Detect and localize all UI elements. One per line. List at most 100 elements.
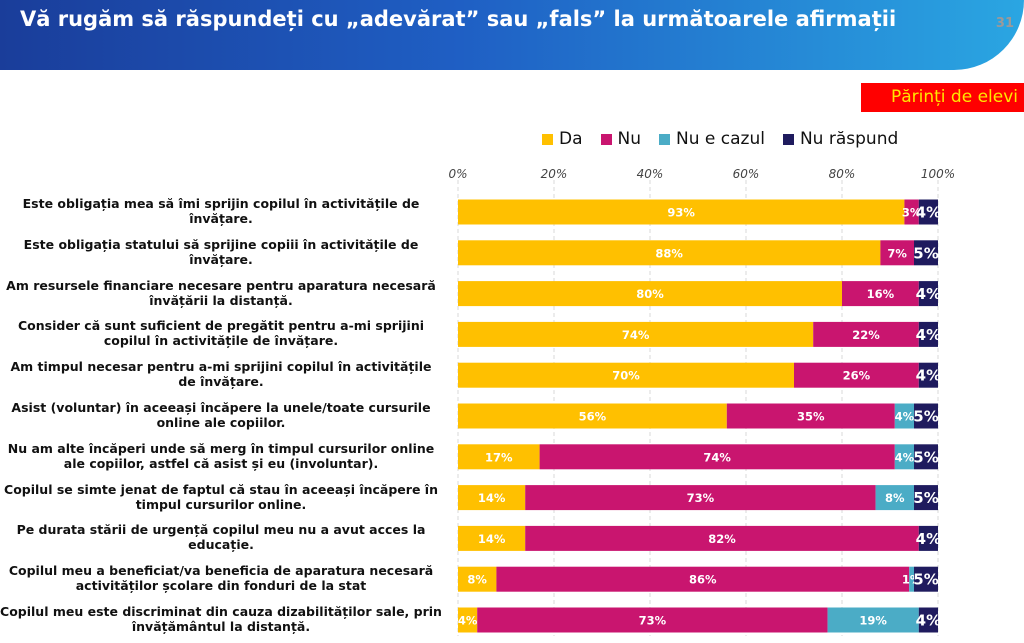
data-label: 22% [852,328,880,342]
data-label: 35% [797,410,825,424]
data-label: 73% [687,491,715,505]
data-label: 82% [708,532,736,546]
bar-segment [918,362,938,388]
bar-segment [458,362,794,388]
category-label: Asist (voluntar) în aceeași încăpere la … [11,400,431,430]
data-label: 14% [478,491,506,505]
data-label: 5% [913,448,938,466]
bar-segment [458,403,727,429]
data-label: 4% [916,285,941,303]
x-tick-label: 20% [541,167,568,181]
legend-swatch-nu-raspund [782,133,794,145]
data-label: 4% [916,367,941,385]
bar-segment [458,240,881,266]
bar-segment [914,240,938,266]
data-label: 8% [467,573,487,587]
audience-badge: Părinți de elevi [861,83,1024,112]
data-label: 4% [916,326,941,344]
data-label: 4% [916,612,941,630]
bar-segment [539,444,895,470]
page-number: 31 [995,16,1014,31]
data-label: 4% [916,204,941,222]
legend-item-nu: Nu [600,129,642,149]
category-label: Copilul se simte jenat de faptul că stau… [4,481,438,512]
bar-segment [458,566,497,592]
data-label: 73% [639,614,667,628]
bar-segment [794,362,919,388]
data-label: 56% [579,410,607,424]
bar-segment [918,281,938,307]
data-label: 4% [916,530,941,548]
data-label: 8% [885,491,905,505]
bar-segment [914,444,938,470]
data-label: 14% [478,532,506,546]
category-label: Am timpul necesar pentru a-mi sprijini c… [10,359,432,390]
header-banner: Vă rugăm să răspundeți cu „adevărat” sau… [0,0,1024,70]
chart-legend: Da Nu Nu e cazul Nu răspund [542,128,916,150]
data-label: 4% [458,614,478,628]
bar-segment [914,566,938,592]
category-label: Pe durata stării de urgență copilul meu … [16,522,426,553]
bar-segment [496,566,910,592]
data-label: 74% [622,328,650,342]
bar-segment [458,607,478,633]
data-label: 4% [895,410,915,424]
bar-segment [525,485,876,511]
x-tick-label: 100% [921,167,955,181]
x-tick-label: 60% [733,167,760,181]
category-label: Este obligația mea să îmi sprijin copilu… [22,196,420,226]
legend-label-nu-e-cazul: Nu e cazul [676,129,765,149]
bar-segment [918,321,938,347]
bar-segment [880,240,914,266]
bar-segment [458,321,814,347]
legend-item-nu-raspund: Nu răspund [782,129,899,149]
data-label: 5% [913,489,938,507]
data-label: 74% [703,450,731,464]
data-label: 17% [485,450,513,464]
legend-label-nu-raspund: Nu răspund [799,129,899,149]
legend-swatch-nu-e-cazul [659,133,671,145]
x-tick-label: 40% [637,167,664,181]
bar-segment [458,199,905,225]
bar-segment [914,485,938,511]
data-label: 88% [655,246,683,260]
data-label: 5% [913,244,938,262]
bar-segment [458,444,540,470]
bar-segment [842,281,919,307]
bar-segment [477,607,828,633]
legend-swatch-nu [600,133,612,145]
data-label: 7% [887,246,907,260]
bar-segment [909,566,914,592]
category-label: Copilul meu a beneficiat/va beneficia de… [8,563,434,594]
bar-segment [914,403,938,429]
category-label: Este obligația statului să sprijine copi… [23,236,419,267]
bar-segment [918,607,938,633]
data-label: 5% [913,408,938,426]
bar-segment [894,403,914,429]
data-label: 3% [902,206,922,220]
bar-segment [525,525,919,551]
data-label: 86% [689,573,717,587]
data-label: 93% [667,206,695,220]
legend-item-nu-e-cazul: Nu e cazul [659,129,765,149]
bar-segment [813,321,919,347]
x-tick-label: 0% [448,167,467,181]
data-label: 16% [867,287,895,301]
bar-segment [875,485,914,511]
legend-label-da: Da [559,129,583,149]
data-label: 26% [843,369,871,383]
bar-segment [894,444,914,470]
category-label: Copilul meu este discriminat din cauza d… [0,604,442,634]
data-label: 4% [895,450,915,464]
category-label: Consider că sunt suficient de pregătit p… [17,318,425,349]
bar-segment [458,485,526,511]
data-label: 19% [859,614,887,628]
data-label: 80% [636,287,664,301]
bar-segment [458,525,526,551]
data-label: 70% [612,369,640,383]
bar-segment [726,403,895,429]
legend-label-nu: Nu [617,129,642,149]
bar-segment [458,281,842,307]
data-label: 5% [913,571,938,589]
